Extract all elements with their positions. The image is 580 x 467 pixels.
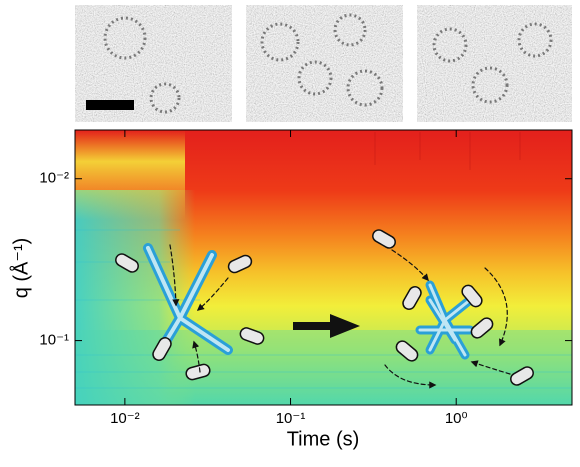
y-tick-label: 10⁻¹ [39,332,69,349]
scale-bar [86,100,134,110]
heatmap [75,130,572,405]
x-tick-label: 10⁰ [445,410,468,427]
micrograph [417,5,572,122]
cartoon-right [372,229,534,389]
micrographs [75,5,572,122]
big-arrow [293,314,360,338]
cartoon-left [115,243,265,381]
x-axis-label: Time (s) [287,428,360,450]
y-tick-label: 10⁻² [39,170,69,187]
x-tick-label: 10⁻² [110,410,140,427]
plot-frame [74,129,573,406]
y-axis-label: q (Å⁻¹) [9,238,32,299]
x-tick-label: 10⁻¹ [276,410,306,427]
micrograph [246,5,403,122]
